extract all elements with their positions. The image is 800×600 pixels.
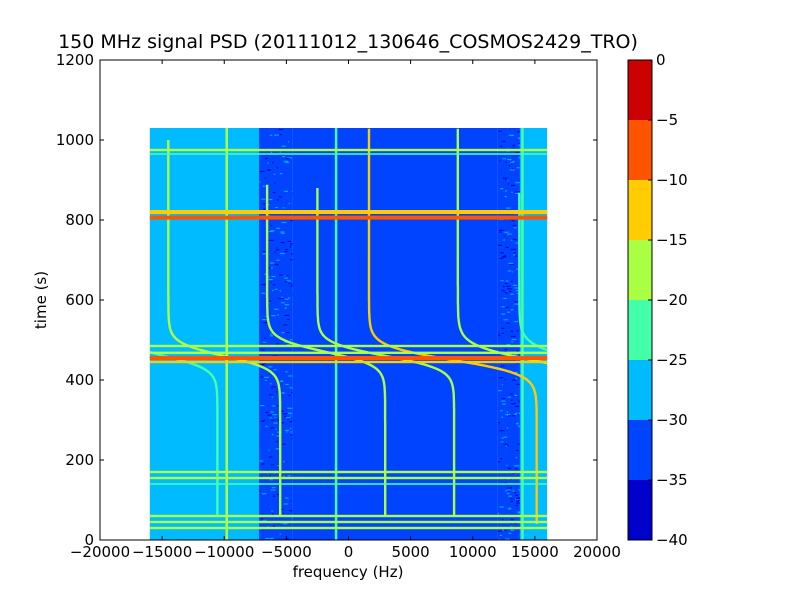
colorbar-tick-label: −25	[656, 351, 688, 369]
x-tick-label: −10000	[194, 543, 254, 561]
horizontal-interference-band	[149, 520, 548, 524]
colorbar-tick-label: −5	[656, 111, 678, 129]
horizontal-interference-band	[149, 210, 548, 214]
colorbar-tick-label: −30	[656, 411, 688, 429]
x-tick-label: 5000	[392, 543, 430, 561]
doppler-trace	[456, 128, 548, 365]
doppler-trace	[167, 140, 282, 516]
x-tick-label: 15000	[511, 543, 559, 561]
y-axis-label: time (s)	[32, 271, 50, 329]
horizontal-interference-band	[149, 514, 548, 518]
x-tick-label: 10000	[449, 543, 497, 561]
doppler-trace	[518, 192, 548, 352]
horizontal-interference-band	[149, 351, 548, 354]
y-tick-label: 600	[65, 291, 94, 309]
horizontal-interference-band	[149, 148, 548, 152]
heatmap-data	[149, 128, 548, 540]
horizontal-interference-band	[149, 360, 548, 364]
colorbar-segment	[628, 480, 652, 540]
colorbar-segment	[628, 240, 652, 300]
colorbar-segment	[628, 420, 652, 480]
colorbar-segment	[628, 120, 652, 180]
x-tick-label: −20000	[70, 543, 130, 561]
doppler-trace	[367, 128, 538, 524]
horizontal-interference-band	[149, 356, 548, 360]
colorbar-segment	[628, 300, 652, 360]
colorbar-tick-label: 0	[656, 51, 666, 69]
horizontal-interference-band	[149, 153, 548, 155]
colorbar-tick-label: −15	[656, 231, 688, 249]
doppler-trace	[149, 350, 219, 516]
horizontal-interference-band	[149, 344, 548, 348]
horizontal-interference-band	[149, 470, 548, 474]
doppler-trace	[265, 184, 387, 516]
y-tick-label: 200	[65, 451, 94, 469]
colorbar-tick-label: −40	[656, 531, 688, 549]
x-tick-label: 0	[344, 543, 354, 561]
horizontal-interference-band	[149, 526, 548, 530]
y-tick-label: 1000	[56, 131, 94, 149]
x-tick-label: 20000	[573, 543, 621, 561]
chart-title: 150 MHz signal PSD (20111012_130646_COSM…	[58, 31, 638, 53]
horizontal-interference-band	[149, 215, 548, 220]
colorbar-tick-label: −35	[656, 471, 688, 489]
x-axis: −20000 −15000 −10000 −5000 0 5000 10000 15000 20…	[70, 60, 621, 561]
x-axis-label: frequency (Hz)	[293, 563, 404, 581]
colorbar-segment	[628, 60, 652, 120]
background-region	[497, 128, 520, 540]
y-axis: 0 200 400 600 800 1000 1200	[56, 51, 597, 549]
horizontal-interference-band	[149, 476, 548, 480]
y-tick-label: 0	[84, 531, 94, 549]
colorbar-segment	[628, 180, 652, 240]
x-tick-label: −15000	[132, 543, 192, 561]
colorbar-tick-label: −10	[656, 171, 688, 189]
horizontal-interference-band	[149, 483, 548, 485]
y-tick-label: 1200	[56, 51, 94, 69]
y-tick-label: 800	[65, 211, 94, 229]
colorbar-tick-label: −20	[656, 291, 688, 309]
y-tick-label: 400	[65, 371, 94, 389]
colorbar-segment	[628, 360, 652, 420]
heatmap	[149, 128, 548, 540]
x-tick-label: −5000	[261, 543, 312, 561]
colorbar: 0 −5 −10 −15 −20 −25 −30 −35 −40	[627, 51, 688, 549]
